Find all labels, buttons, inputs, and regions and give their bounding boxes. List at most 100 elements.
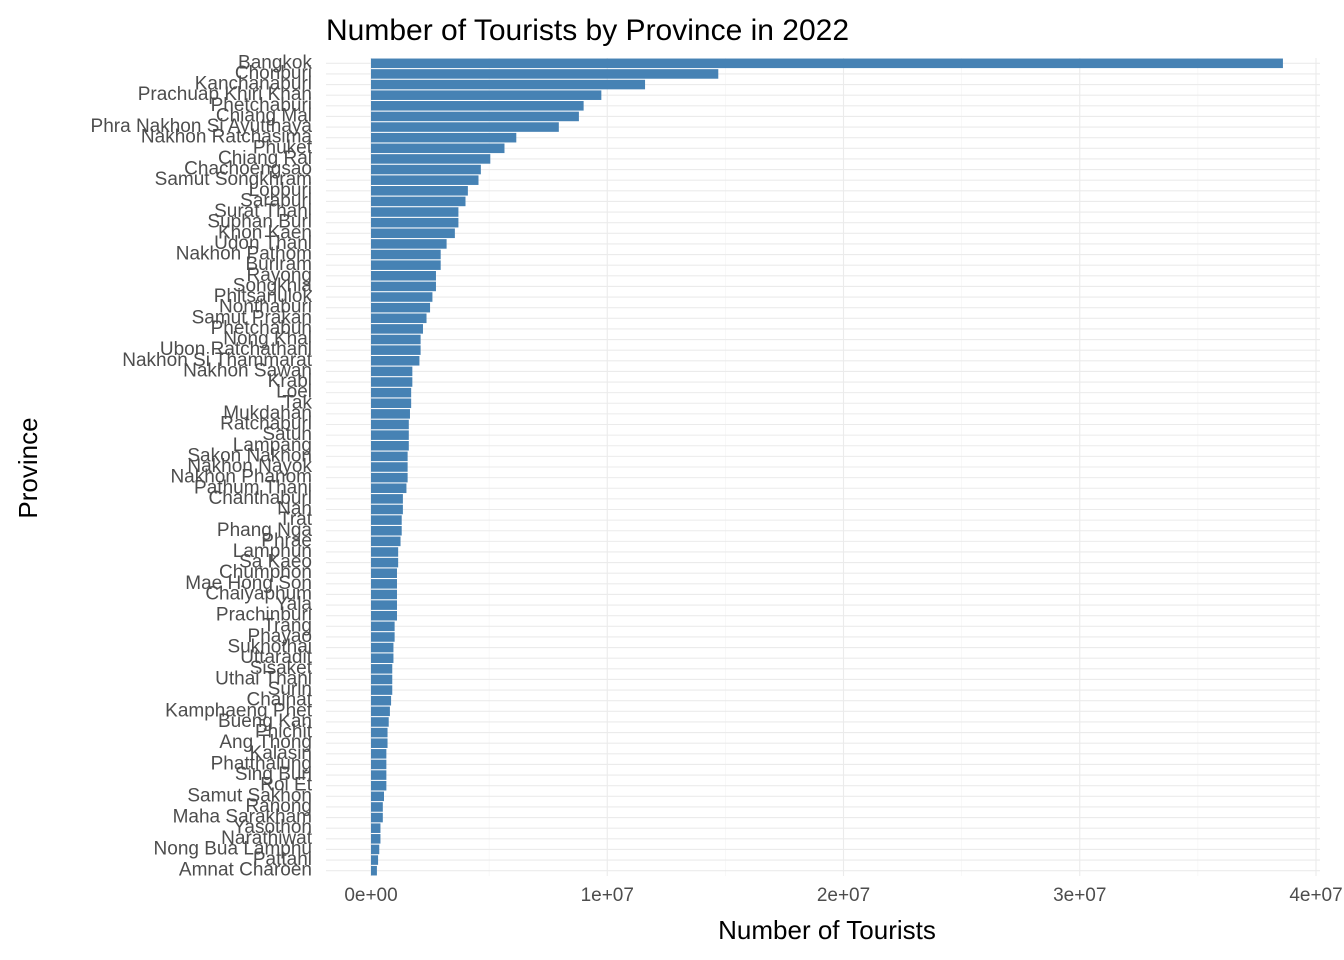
y-tick-label: Nonthaburi (219, 297, 312, 318)
y-tick-label: Lamphun (233, 541, 312, 562)
bar (371, 802, 383, 812)
y-tick-label: Lopburi (249, 180, 312, 201)
bar (371, 770, 387, 780)
y-tick-label: Yasothon (233, 817, 312, 838)
bar (371, 610, 397, 621)
bar (371, 727, 388, 738)
y-tick-label: Bangkok (238, 52, 312, 73)
bar (371, 547, 399, 557)
bar (371, 377, 413, 387)
y-tick-label: Ratchaburi (220, 414, 312, 435)
bar (371, 111, 579, 122)
bar (371, 674, 393, 685)
y-tick-label: Chonburi (235, 63, 312, 84)
bar (371, 249, 441, 260)
bar (371, 313, 427, 324)
bar (371, 462, 408, 472)
y-tick-label: Kalasin (250, 743, 312, 764)
bar (371, 812, 383, 823)
bar (371, 79, 646, 90)
y-tick-label: Trat (279, 509, 313, 530)
chart-title: Number of Tourists by Province in 2022 (326, 14, 849, 47)
bar (371, 207, 459, 217)
y-tick-label: Krabi (268, 371, 312, 392)
y-tick-label: Kanchanaburi (195, 74, 312, 95)
y-tick-label: Nakhon Pathom (176, 244, 312, 265)
bar (371, 855, 379, 865)
bar (371, 143, 505, 154)
y-tick-label: Uthai Thani (215, 668, 312, 689)
bar (371, 217, 459, 228)
x-tick-label: 2e+07 (817, 885, 870, 906)
y-tick-label: Sakon Nakhon (187, 445, 312, 466)
y-tick-label: Trang (263, 615, 312, 636)
y-tick-label: Chachoengsao (184, 159, 312, 180)
y-tick-label: Phatthalung (211, 753, 312, 774)
y-tick-label: Pattani (253, 849, 312, 870)
y-tick-label: Bueng Kan (218, 711, 312, 732)
bar (371, 196, 466, 207)
bar (371, 334, 421, 345)
y-tick-label: Nakhon Phanom (170, 467, 312, 488)
y-tick-label: Saraburi (240, 190, 312, 211)
y-tick-label: Amnat Charoen (179, 860, 312, 881)
bar (371, 642, 394, 653)
y-tick-label: Lampang (233, 435, 312, 456)
bar (371, 632, 395, 642)
y-tick-label: Ang Thong (219, 732, 312, 753)
bars (371, 58, 1283, 876)
bar (371, 589, 397, 600)
y-tick-label: Phang Nga (217, 520, 313, 541)
y-tick-label: Mukdahan (223, 403, 312, 424)
bar (371, 791, 384, 802)
bar (371, 472, 408, 483)
y-tick-label: Prachinburi (216, 605, 312, 626)
bar (371, 865, 377, 876)
bar (371, 483, 407, 494)
y-tick-label: Suphan Buri (207, 212, 312, 233)
y-tick-label: Buriram (245, 254, 312, 275)
bar (371, 759, 387, 770)
y-tick-label: Phitsanulok (214, 286, 313, 307)
y-tick-label: Songkhla (233, 275, 313, 296)
y-tick-label: Chumphon (219, 562, 312, 583)
y-tick-label: Nong Khai (223, 329, 312, 350)
bar (371, 568, 397, 579)
bar (371, 780, 387, 791)
y-tick-label: Nakhon Si Thammarat (122, 350, 312, 371)
y-axis-title: Province (13, 417, 43, 518)
y-tick-label: Loei (276, 382, 312, 403)
y-tick-label: Nakhon Nayok (187, 456, 312, 477)
bar (371, 685, 393, 695)
bar (371, 154, 491, 164)
bar (371, 717, 389, 727)
y-tick-label: Sing Buri (235, 764, 312, 785)
x-tick-label: 1e+07 (581, 885, 634, 906)
y-tick-label: Satun (262, 424, 312, 445)
y-tick-label: Ranong (245, 796, 312, 817)
y-tick-label: Uttaradit (240, 647, 313, 668)
y-tick-label: Phayao (248, 626, 312, 647)
bar (371, 302, 431, 313)
y-tick-label: Chaiyaphum (205, 583, 312, 604)
bar (371, 270, 436, 281)
bar (371, 292, 433, 302)
bar (371, 324, 423, 334)
bar (371, 621, 395, 632)
bar (371, 58, 1283, 69)
y-tick-label: Phichit (255, 722, 313, 743)
x-tick-label: 0e+00 (344, 885, 397, 906)
bar (371, 504, 403, 515)
y-tick-label: Ubon Ratchathani (160, 339, 312, 360)
bar (371, 260, 441, 270)
y-tick-label: Chanthaburi (208, 488, 312, 509)
bar (371, 175, 479, 185)
y-tick-label: Surin (268, 679, 312, 700)
bar (371, 451, 408, 462)
bar (371, 387, 412, 398)
bar (371, 600, 397, 610)
bar (371, 164, 481, 175)
y-tick-label: Nan (277, 499, 312, 520)
